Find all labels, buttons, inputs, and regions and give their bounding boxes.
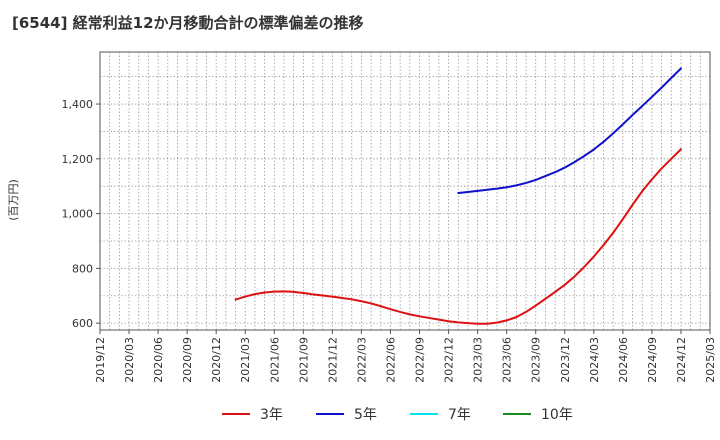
y-tick-label: 600 bbox=[72, 317, 93, 330]
x-tick-label: 2021/03 bbox=[239, 337, 252, 383]
x-tick-label: 2024/06 bbox=[617, 337, 630, 383]
x-tick-label: 2023/06 bbox=[501, 337, 514, 383]
series-layer bbox=[234, 67, 682, 325]
legend-label: 10年 bbox=[541, 407, 573, 423]
x-tick-label: 2019/12 bbox=[94, 337, 107, 383]
x-tick-label: 2021/12 bbox=[326, 337, 339, 383]
x-tick-label: 2024/12 bbox=[675, 337, 688, 383]
x-tick-label: 2022/12 bbox=[443, 337, 456, 383]
legend-label: 5年 bbox=[354, 407, 377, 423]
y-tick-label: 1,000 bbox=[62, 208, 94, 221]
grid-layer bbox=[100, 52, 710, 330]
legend: 3年 5年 7年 10年 bbox=[222, 407, 573, 423]
legend-label: 7年 bbox=[448, 407, 471, 423]
y-axis: 600 800 1,000 1,200 1,400 bbox=[62, 98, 100, 330]
x-tick-label: 2020/03 bbox=[123, 337, 136, 383]
x-axis: 2019/12 2020/03 2020/06 2020/09 2020/12 2021/… bbox=[94, 330, 717, 383]
series-line-5年 bbox=[457, 67, 682, 195]
x-tick-label: 2021/09 bbox=[297, 337, 310, 383]
x-tick-label: 2020/09 bbox=[181, 337, 194, 383]
x-tick-label: 2023/09 bbox=[530, 337, 543, 383]
x-tick-label: 2021/06 bbox=[268, 337, 281, 383]
x-tick-label: 2022/09 bbox=[414, 337, 427, 383]
series-line-3年 bbox=[234, 148, 682, 325]
plot-frame bbox=[99, 51, 711, 331]
x-tick-label: 2020/12 bbox=[210, 337, 223, 383]
y-tick-label: 1,400 bbox=[62, 98, 94, 111]
y-tick-label: 800 bbox=[72, 262, 93, 275]
y-axis-label: (百万円) bbox=[7, 179, 20, 221]
x-tick-label: 2020/06 bbox=[152, 337, 165, 383]
x-tick-label: 2023/03 bbox=[472, 337, 485, 383]
chart-title: [6544] 経常利益12か月移動合計の標準偏差の推移 bbox=[12, 14, 364, 32]
x-tick-label: 2024/09 bbox=[646, 337, 659, 383]
x-tick-label: 2023/12 bbox=[559, 337, 572, 383]
x-tick-label: 2022/06 bbox=[385, 337, 398, 383]
x-tick-label: 2022/03 bbox=[355, 337, 368, 383]
y-tick-label: 1,200 bbox=[62, 153, 94, 166]
x-tick-label: 2024/03 bbox=[588, 337, 601, 383]
legend-label: 3年 bbox=[260, 407, 283, 423]
x-tick-label: 2025/03 bbox=[704, 337, 717, 383]
